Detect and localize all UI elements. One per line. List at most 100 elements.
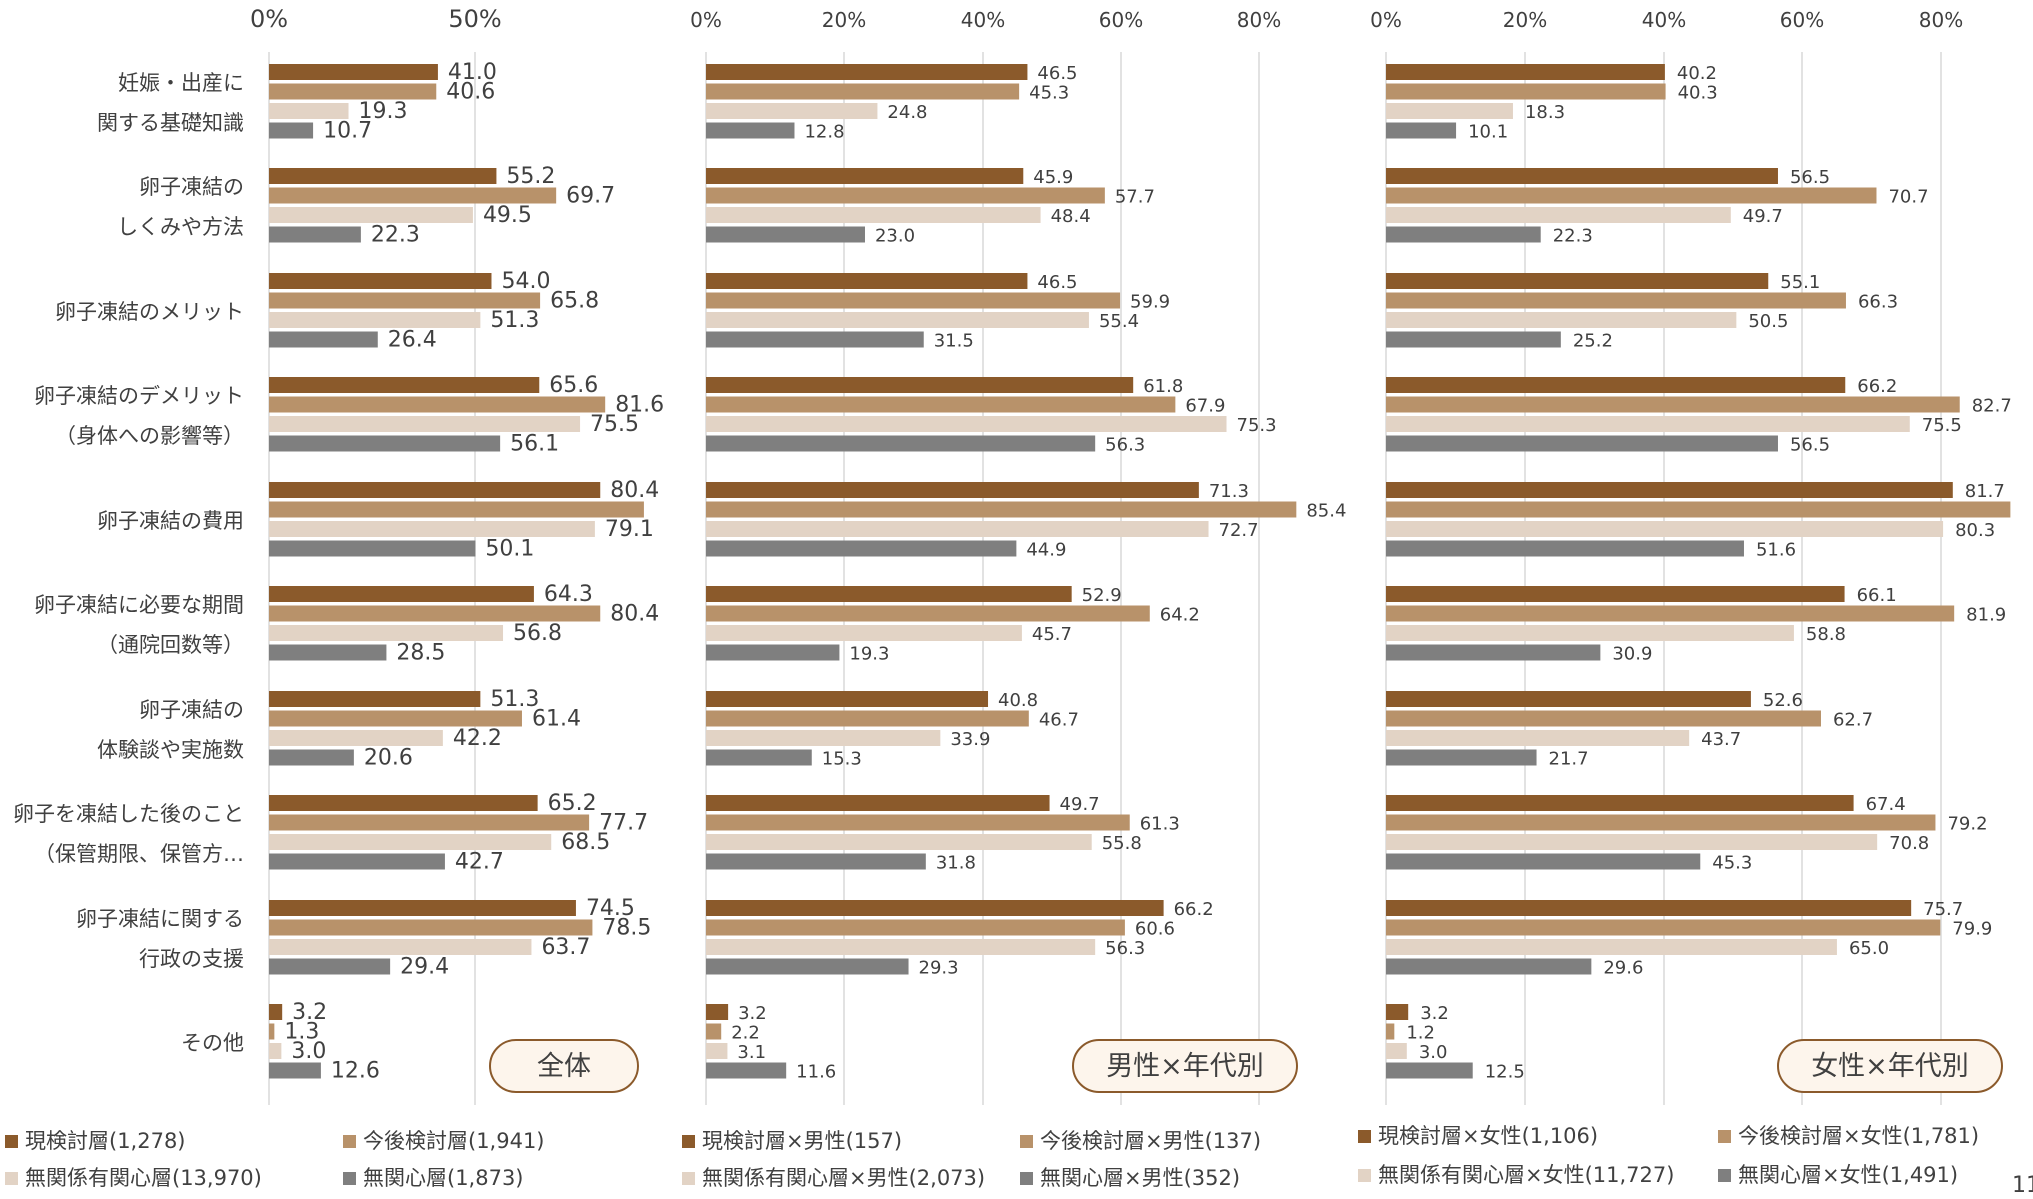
data-label: 66.3 xyxy=(1858,292,1898,313)
data-label: 55.1 xyxy=(1780,272,1820,293)
legend-label: 今後検討層×女性(1,781) xyxy=(1738,1124,1979,1148)
data-label: 1.2 xyxy=(1406,1023,1435,1044)
bar xyxy=(1386,482,1953,498)
data-label: 19.3 xyxy=(849,644,889,665)
bar xyxy=(1386,730,1690,746)
bar xyxy=(269,644,387,661)
bar xyxy=(1386,377,1846,393)
data-label: 43.7 xyxy=(1701,729,1741,750)
bar xyxy=(706,292,1121,309)
data-label: 56.3 xyxy=(1105,938,1145,959)
tick-label: 20% xyxy=(822,8,866,32)
data-label: 3.2 xyxy=(738,1003,767,1024)
data-label: 75.5 xyxy=(1922,415,1962,436)
bar xyxy=(706,1062,787,1079)
tick-label: 0% xyxy=(250,5,288,33)
bar xyxy=(706,187,1105,204)
bar xyxy=(1386,644,1601,661)
data-label: 67.4 xyxy=(1866,794,1906,815)
legend-label: 無関係有関心層×男性(2,073) xyxy=(702,1166,985,1190)
bar xyxy=(1386,919,1941,936)
bar xyxy=(1386,312,1737,328)
bar xyxy=(706,122,795,139)
bar xyxy=(269,312,481,328)
data-label: 79.1 xyxy=(605,517,654,542)
data-label: 15.3 xyxy=(822,749,862,770)
data-label: 72.7 xyxy=(1219,520,1259,541)
bar xyxy=(269,187,557,204)
data-label: 3.2 xyxy=(292,1000,327,1025)
bar xyxy=(706,710,1029,727)
data-label: 28.5 xyxy=(396,641,445,666)
legend-swatch xyxy=(682,1172,695,1185)
bar xyxy=(269,1004,283,1020)
data-label: 81.6 xyxy=(615,393,664,418)
legend-swatch xyxy=(1718,1130,1731,1143)
data-label: 19.3 xyxy=(359,99,408,124)
bar xyxy=(706,1023,722,1040)
data-label: 64.2 xyxy=(1160,605,1200,626)
bar xyxy=(1386,1023,1395,1040)
bar xyxy=(269,83,437,100)
bar xyxy=(706,435,1096,452)
data-label: 1.3 xyxy=(284,1020,319,1045)
bar xyxy=(1386,226,1541,243)
category-label: その他 xyxy=(181,1031,244,1055)
data-label: 42.2 xyxy=(453,726,502,751)
bar xyxy=(269,226,361,243)
bar xyxy=(269,814,590,831)
bar xyxy=(1386,83,1666,100)
tick-label: 0% xyxy=(690,8,722,32)
data-label: 49.5 xyxy=(483,203,532,228)
legend-label: 無関係有関心層×女性(11,727) xyxy=(1378,1163,1674,1187)
data-label: 65.2 xyxy=(548,791,597,816)
bar xyxy=(1386,501,2011,518)
bar xyxy=(269,1043,282,1059)
legend-label: 無関心層×男性(352) xyxy=(1040,1166,1240,1190)
data-label: 40.6 xyxy=(446,80,495,105)
data-label: 29.4 xyxy=(400,955,449,980)
category-label: 卵子凍結の xyxy=(139,698,244,722)
data-label: 22.3 xyxy=(1553,226,1593,247)
bar xyxy=(706,749,812,766)
data-label: 40.3 xyxy=(1678,83,1718,104)
legend-swatch xyxy=(1358,1130,1371,1143)
bar xyxy=(269,919,593,936)
tick-label: 20% xyxy=(1503,8,1547,32)
bar xyxy=(1386,1004,1409,1020)
bar xyxy=(706,795,1050,811)
data-label: 11.6 xyxy=(796,1062,836,1083)
legend-label: 現検討層×女性(1,106) xyxy=(1378,1124,1598,1148)
data-label: 42.7 xyxy=(455,850,504,875)
bar xyxy=(706,814,1130,831)
data-label: 70.7 xyxy=(1888,187,1928,208)
bar xyxy=(1386,435,1778,452)
legend-swatch xyxy=(682,1135,695,1148)
panel-badge-label: 男性×年代別 xyxy=(1106,1051,1264,1082)
panel-badge-label: 全体 xyxy=(537,1051,591,1082)
bar xyxy=(269,540,476,557)
data-label: 25.2 xyxy=(1573,331,1613,352)
data-label: 45.3 xyxy=(1712,853,1752,874)
data-label: 74.5 xyxy=(586,896,635,921)
bar xyxy=(706,273,1028,289)
panel-badge xyxy=(1777,1039,2003,1093)
data-label: 65.8 xyxy=(550,289,599,314)
bar xyxy=(269,749,354,766)
data-label: 52.6 xyxy=(1763,690,1803,711)
category-label: （保管期限、保管方… xyxy=(34,842,244,866)
bar xyxy=(706,691,989,707)
data-label: 18.3 xyxy=(1525,102,1565,123)
bar xyxy=(1386,64,1665,80)
bar xyxy=(1386,187,1877,204)
data-label: 3.1 xyxy=(737,1042,766,1063)
data-label: 50.5 xyxy=(1748,311,1788,332)
legend-swatch xyxy=(1020,1135,1033,1148)
category-label: 関する基礎知識 xyxy=(97,111,244,135)
bar xyxy=(269,64,438,80)
bar xyxy=(706,540,1017,557)
bar xyxy=(269,710,522,727)
data-label: 41.0 xyxy=(448,60,497,85)
bar xyxy=(269,1062,321,1079)
data-label: 33.9 xyxy=(950,729,990,750)
